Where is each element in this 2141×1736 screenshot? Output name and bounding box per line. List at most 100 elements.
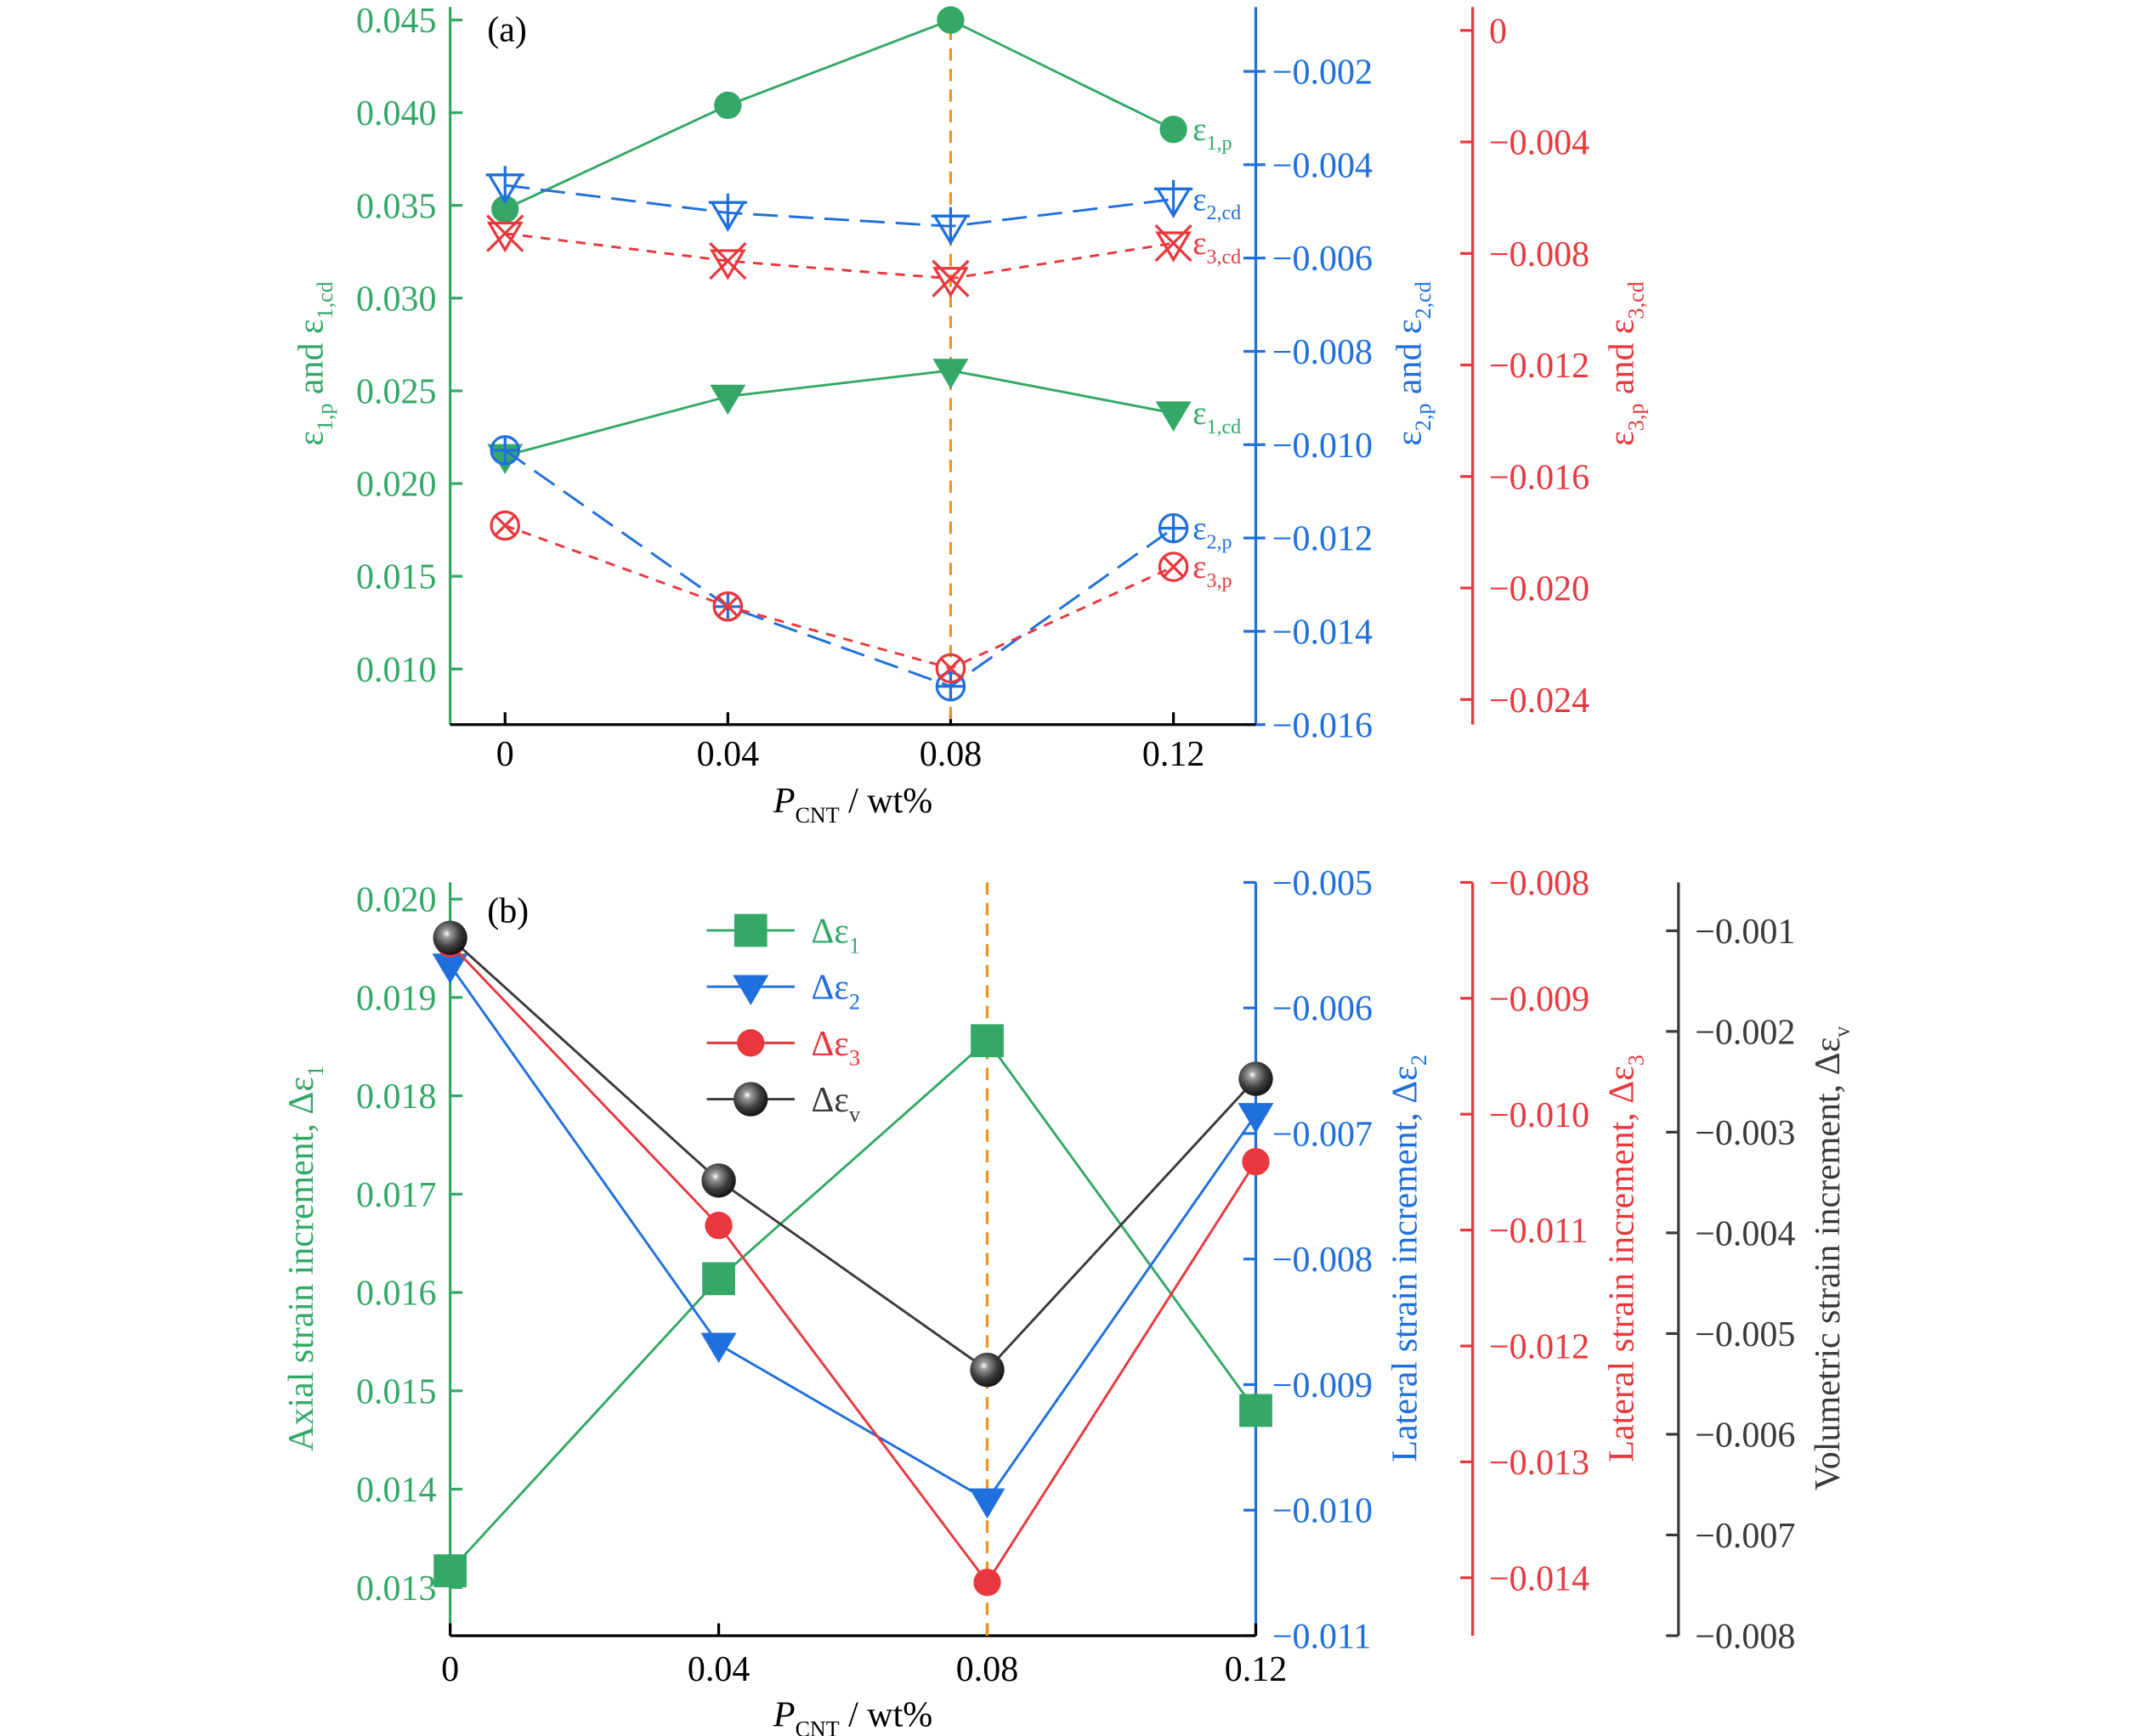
y-axis-r: −0.014 −0.013 −0.012 −0.011 −0.010 −0.009 −0.0… bbox=[1460, 864, 1648, 1636]
chart-panel-b: 0.013 0.014 0.015 0.016 0.017 0.018 0.019 0.020… bbox=[282, 864, 1854, 1736]
tick-label: 0.12 bbox=[1225, 1650, 1287, 1689]
tick-label: 0.12 bbox=[1142, 735, 1204, 774]
tick-label: −0.008 bbox=[1695, 1617, 1795, 1656]
series-4: ε3,cd​ bbox=[486, 214, 1241, 298]
tick-label: −0.007 bbox=[1272, 1115, 1373, 1154]
legend-label: Δεv​ bbox=[811, 1081, 861, 1127]
series-line bbox=[505, 232, 1174, 280]
tick-label: 0.025 bbox=[356, 372, 436, 411]
data-point bbox=[1159, 116, 1187, 144]
tick-label: −0.014 bbox=[1272, 613, 1373, 652]
y-axis-g: 0.013 0.014 0.015 0.016 0.017 0.018 0.019 0.020… bbox=[282, 881, 463, 1636]
data-point bbox=[971, 1024, 1004, 1058]
tick-label: −0.005 bbox=[1695, 1315, 1795, 1354]
tick-label: −0.002 bbox=[1695, 1013, 1795, 1052]
legend-label: Δε3​ bbox=[811, 1025, 860, 1071]
tick-label: −0.012 bbox=[1489, 347, 1589, 386]
series-label: ε2,cd​ bbox=[1192, 181, 1241, 224]
tick-label: 0.08 bbox=[956, 1650, 1018, 1689]
data-point bbox=[1242, 1147, 1270, 1176]
legend-label: Δε1​ bbox=[811, 913, 860, 958]
data-point bbox=[1158, 551, 1189, 582]
tick-label: −0.016 bbox=[1272, 706, 1373, 745]
data-point bbox=[432, 953, 468, 984]
y-axis-b: −0.016 −0.014 −0.012 −0.010 −0.008 −0.006 −0.0… bbox=[1243, 7, 1436, 745]
data-point bbox=[932, 359, 969, 389]
tick-label: 0.016 bbox=[356, 1275, 436, 1314]
data-point bbox=[937, 6, 965, 34]
data-point bbox=[485, 166, 524, 205]
tick-label: −0.010 bbox=[1272, 1492, 1373, 1531]
tick-label: 0.017 bbox=[356, 1176, 436, 1215]
tick-label: 0.019 bbox=[356, 979, 436, 1018]
series-line bbox=[504, 449, 1175, 688]
tick-label: −0.001 bbox=[1695, 913, 1795, 952]
tick-label: 0.040 bbox=[356, 94, 436, 133]
legend-item: Δεv​ bbox=[706, 1081, 861, 1127]
series-line bbox=[449, 942, 1257, 1585]
series-line bbox=[449, 964, 1257, 1502]
tick-label: −0.011 bbox=[1489, 1212, 1589, 1251]
series-label: ε1,cd​ bbox=[1192, 395, 1241, 438]
tick-label: 0 bbox=[1489, 12, 1507, 51]
tick-label: 0.030 bbox=[356, 280, 436, 319]
series-5: ε3,p​ bbox=[490, 510, 1232, 684]
data-point bbox=[932, 259, 970, 298]
tick-label: −0.011 bbox=[1272, 1617, 1372, 1656]
x-axis-title: PCNT​ / wt% bbox=[773, 1696, 932, 1736]
tick-label: −0.014 bbox=[1489, 1559, 1589, 1598]
data-point bbox=[1154, 224, 1192, 263]
series-3 bbox=[433, 920, 1273, 1388]
data-point bbox=[490, 435, 520, 466]
tick-label: −0.008 bbox=[1489, 864, 1589, 903]
tick-label: −0.020 bbox=[1489, 570, 1589, 609]
series-label: ε3,p​ bbox=[1192, 549, 1232, 592]
tick-label: −0.006 bbox=[1695, 1416, 1795, 1455]
tick-label: −0.010 bbox=[1272, 427, 1373, 466]
tick-label: −0.009 bbox=[1272, 1366, 1373, 1405]
legend-item: Δε1​ bbox=[706, 913, 860, 958]
series-line bbox=[504, 524, 1175, 670]
series-label: ε1,p​ bbox=[1192, 111, 1232, 155]
data-point bbox=[973, 1569, 1001, 1597]
y-axis-r: −0.024 −0.020 −0.016 −0.012 −0.008 −0.004 0 ε3,… bbox=[1460, 7, 1648, 725]
tick-label: 0.08 bbox=[920, 735, 982, 774]
tick-label: −0.004 bbox=[1272, 146, 1373, 185]
data-point bbox=[490, 510, 520, 541]
y-axis-k: −0.008 −0.007 −0.006 −0.005 −0.004 −0.003 −0.0… bbox=[1666, 882, 1855, 1656]
series-2 bbox=[436, 930, 1270, 1597]
tick-label: −0.008 bbox=[1272, 333, 1373, 372]
axis-title: Lateral strain increment, Δε2​ bbox=[1385, 1055, 1431, 1462]
series-1: ε1,cd​ bbox=[487, 359, 1241, 475]
series-2: ε2,cd​ bbox=[485, 166, 1241, 246]
tick-label: −0.003 bbox=[1695, 1114, 1795, 1153]
data-point bbox=[970, 1352, 1005, 1388]
data-point bbox=[1238, 1103, 1274, 1134]
tick-label: 0.020 bbox=[356, 881, 436, 920]
legend-label: Δε2​ bbox=[811, 969, 860, 1015]
series-3: ε2,p​ bbox=[490, 435, 1232, 702]
axis-title: Lateral strain increment, Δε3​ bbox=[1603, 1055, 1649, 1462]
data-point bbox=[969, 1488, 1005, 1519]
tick-label: −0.012 bbox=[1272, 520, 1373, 559]
data-point bbox=[1155, 401, 1192, 432]
tick-label: 0.045 bbox=[356, 2, 436, 41]
data-point bbox=[931, 206, 971, 246]
data-point bbox=[712, 591, 744, 622]
data-point bbox=[1153, 179, 1193, 219]
x-axis: 0 0.04 0.08 0.12 PCNT​ / wt% bbox=[450, 712, 1256, 828]
axis-title: ε2,p​ and ε2,cd​ bbox=[1390, 281, 1436, 445]
series-0: ε1,p​ bbox=[491, 6, 1232, 223]
y-axis-b: −0.011 −0.010 −0.009 −0.008 −0.007 −0.006 −0.0… bbox=[1243, 864, 1431, 1656]
data-point bbox=[733, 913, 767, 947]
legend-item: Δε2​ bbox=[706, 969, 860, 1015]
data-point bbox=[433, 1554, 467, 1587]
tick-label: −0.012 bbox=[1489, 1328, 1589, 1367]
data-point bbox=[1238, 1061, 1273, 1096]
data-point bbox=[714, 91, 742, 120]
series-0 bbox=[433, 1024, 1272, 1587]
tick-label: −0.016 bbox=[1489, 458, 1589, 497]
tick-label: −0.006 bbox=[1272, 240, 1373, 279]
tick-label: −0.002 bbox=[1272, 54, 1373, 93]
data-point bbox=[1239, 1394, 1272, 1428]
